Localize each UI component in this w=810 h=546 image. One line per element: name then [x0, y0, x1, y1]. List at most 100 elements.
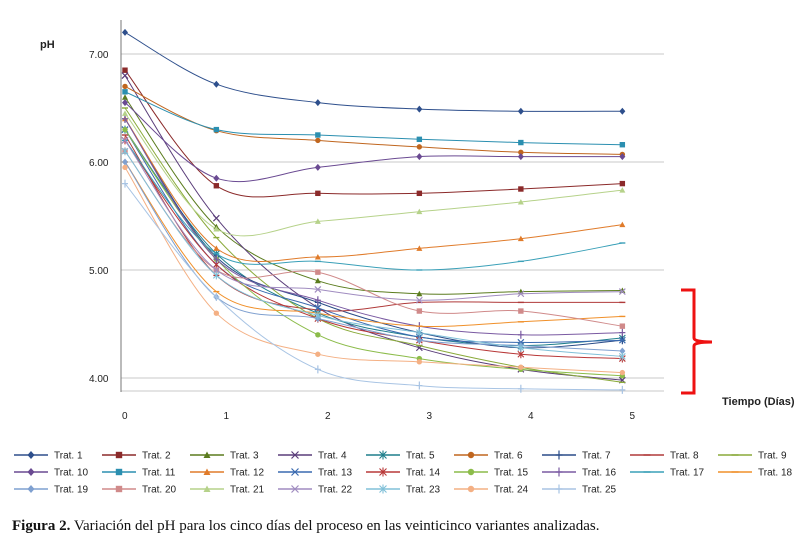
legend-label: Trat. 10	[54, 468, 89, 479]
data-point	[121, 136, 129, 144]
legend-label: Trat. 18	[758, 468, 793, 479]
legend-label: Trat. 24	[494, 485, 529, 496]
data-point	[212, 214, 220, 222]
data-point	[517, 343, 525, 352]
legend-item: Trat. 9	[718, 451, 787, 462]
data-point	[416, 136, 423, 143]
data-point	[619, 221, 626, 228]
series-line	[124, 107, 623, 383]
data-point	[517, 384, 524, 393]
legend-item: Trat. 4	[278, 451, 347, 462]
data-point	[122, 114, 128, 123]
data-point	[517, 107, 524, 115]
data-point	[416, 245, 423, 251]
legend-item: Trat. 18	[718, 468, 793, 479]
data-point	[467, 485, 475, 493]
series-6	[122, 83, 626, 158]
series-line	[124, 118, 623, 262]
data-point	[618, 336, 626, 344]
data-point	[115, 468, 123, 476]
data-point	[314, 365, 321, 374]
x-tick-label: 4	[528, 411, 534, 422]
legend-label: Trat. 4	[318, 451, 347, 462]
data-point	[555, 467, 563, 477]
legend-item: Trat. 14	[366, 467, 441, 479]
data-point	[416, 381, 423, 390]
data-point	[517, 290, 525, 298]
legend-label: Trat. 13	[318, 468, 353, 479]
y-axis-title: pH	[40, 39, 55, 51]
series-22	[121, 136, 626, 304]
data-point	[212, 266, 220, 274]
data-point	[315, 269, 321, 275]
data-point	[416, 144, 423, 150]
series-line	[124, 140, 623, 360]
data-point	[314, 277, 321, 284]
legend-label: Trat. 9	[758, 451, 787, 462]
data-point	[416, 105, 423, 113]
legend-item: Trat. 20	[102, 485, 177, 496]
legend-item: Trat. 17	[630, 468, 705, 479]
x-tick-label: 2	[325, 411, 331, 422]
data-point	[555, 450, 563, 460]
series-line	[124, 91, 623, 146]
legend-item: Trat. 25	[542, 484, 617, 496]
data-point	[416, 359, 423, 365]
series-line	[124, 167, 623, 374]
data-point	[619, 323, 626, 329]
legend-item: Trat. 16	[542, 467, 617, 479]
data-point	[379, 467, 387, 477]
legend-label: Trat. 7	[582, 451, 611, 462]
legend-label: Trat. 20	[142, 485, 177, 496]
data-point	[416, 290, 423, 297]
data-point	[416, 208, 423, 215]
legend-label: Trat. 17	[670, 468, 705, 479]
caption-label: Figura 2.	[12, 518, 71, 534]
data-point	[122, 179, 128, 188]
y-tick-label: 5.00	[89, 266, 109, 277]
data-point	[314, 296, 321, 305]
x-axis-title: Tiempo (Días)	[722, 396, 795, 408]
data-point	[517, 153, 524, 161]
data-point	[467, 468, 475, 476]
series-20	[122, 148, 626, 329]
data-point	[518, 186, 524, 192]
data-point	[122, 67, 128, 73]
data-point	[121, 147, 129, 156]
x-tick-label: 3	[427, 411, 433, 422]
series-line	[124, 31, 623, 112]
data-point	[518, 139, 524, 146]
data-point	[315, 132, 321, 138]
y-tick-label: 4.00	[89, 374, 109, 385]
legend-item: Trat. 22	[278, 485, 353, 496]
series-11	[122, 89, 626, 148]
legend-item: Trat. 24	[454, 485, 529, 496]
data-point	[122, 89, 128, 95]
data-point	[619, 153, 626, 161]
series-12	[122, 115, 626, 262]
data-point	[122, 83, 128, 90]
data-point	[213, 245, 220, 251]
x-tick-label: 1	[224, 411, 230, 422]
legend-label: Trat. 22	[318, 485, 353, 496]
data-point	[619, 180, 626, 187]
data-point	[518, 364, 524, 370]
legend-label: Trat. 19	[54, 485, 89, 496]
data-point	[122, 99, 128, 107]
legend-item: Trat. 10	[14, 468, 89, 479]
x-tick-label: 5	[630, 411, 636, 422]
legend-item: Trat. 12	[190, 468, 265, 479]
data-point	[314, 218, 321, 224]
series-line	[124, 96, 623, 295]
series-line	[124, 140, 623, 271]
data-point	[291, 485, 299, 493]
legend-item: Trat. 15	[454, 468, 529, 479]
series-line	[124, 134, 623, 312]
series-line	[124, 150, 623, 357]
data-point	[213, 174, 220, 182]
annotation-bracket	[681, 288, 713, 395]
series-2	[122, 67, 626, 198]
data-point	[416, 336, 423, 344]
legend-item: Trat. 19	[14, 485, 89, 496]
data-point	[213, 183, 220, 189]
